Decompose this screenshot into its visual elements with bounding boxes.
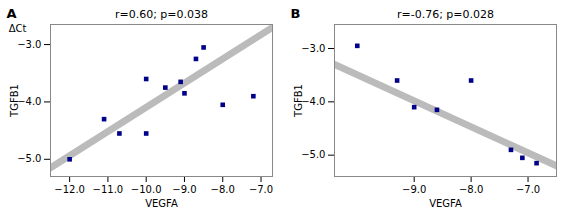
- svg-text:r=0.60; p=0.038: r=0.60; p=0.038: [115, 8, 208, 21]
- svg-text:TGFB1: TGFB1: [293, 84, 304, 118]
- svg-text:−5.0: −5.0: [301, 149, 325, 160]
- svg-text:−10.0: −10.0: [131, 184, 162, 195]
- svg-text:r=-0.76; p=0.028: r=-0.76; p=0.028: [397, 8, 494, 21]
- svg-text:−4.0: −4.0: [301, 96, 325, 107]
- svg-text:−9.0: −9.0: [402, 184, 426, 195]
- svg-text:−12.0: −12.0: [54, 184, 85, 195]
- svg-text:TGFB1: TGFB1: [9, 84, 20, 118]
- svg-text:B: B: [291, 6, 301, 21]
- svg-text:−3.0: −3.0: [17, 39, 41, 50]
- svg-text:A: A: [7, 6, 17, 21]
- svg-text:−4.0: −4.0: [17, 96, 41, 107]
- svg-text:−3.0: −3.0: [301, 43, 325, 54]
- svg-text:−5.0: −5.0: [17, 153, 41, 164]
- svg-text:VEGFA: VEGFA: [429, 198, 462, 209]
- svg-text:VEGFA: VEGFA: [145, 198, 178, 209]
- svg-text:−7.0: −7.0: [249, 184, 273, 195]
- svg-text:−7.0: −7.0: [516, 184, 540, 195]
- svg-text:ΔCt: ΔCt: [9, 23, 27, 34]
- svg-text:−11.0: −11.0: [93, 184, 124, 195]
- svg-text:−9.0: −9.0: [172, 184, 196, 195]
- svg-text:−8.0: −8.0: [459, 184, 483, 195]
- svg-text:−8.0: −8.0: [211, 184, 235, 195]
